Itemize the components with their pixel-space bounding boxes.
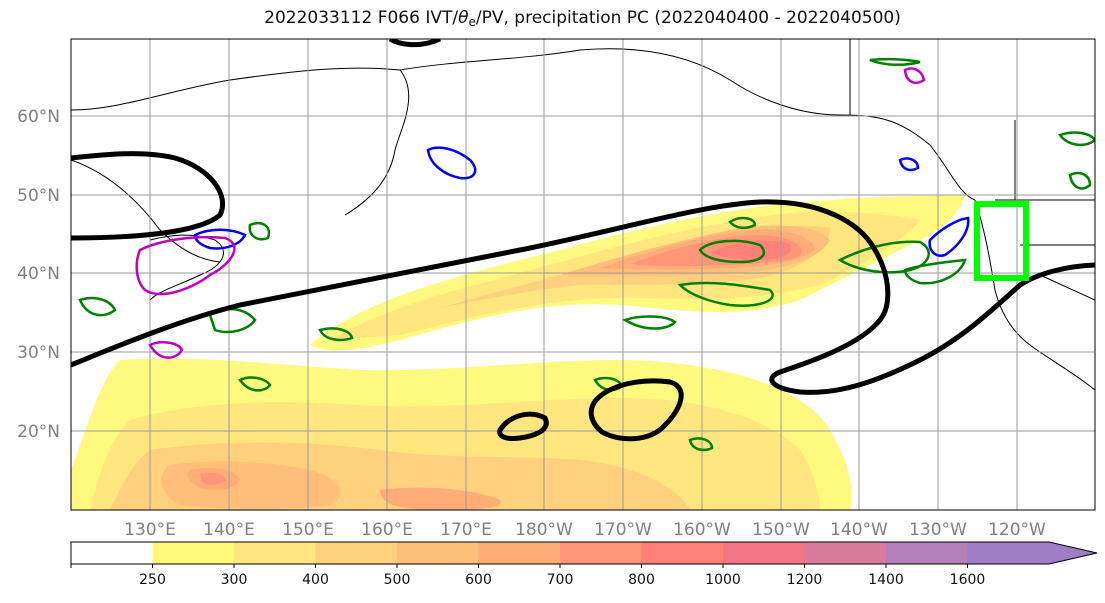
na-west-coast xyxy=(974,199,1095,391)
colorbar-outline xyxy=(70,541,1098,565)
pv-contours xyxy=(135,67,970,359)
ivt-contour xyxy=(588,378,684,442)
pv-blue-contour xyxy=(426,146,477,180)
east-asia-coast xyxy=(71,159,221,263)
graticule xyxy=(71,39,1095,510)
colorbar-tick-label: 700 xyxy=(547,572,574,588)
colorbar-tick-label: 1400 xyxy=(868,572,904,588)
lon-label-170w: 170°W xyxy=(594,520,652,540)
map-frame xyxy=(70,38,1096,511)
pv-blue-contour xyxy=(898,157,920,172)
title-prefix: 2022033112 F066 IVT/ xyxy=(264,8,459,28)
theta-e-contour xyxy=(728,216,757,230)
ivt-black-contours xyxy=(71,39,1095,442)
alaska-coast xyxy=(399,48,976,201)
theta-e-contour xyxy=(238,376,272,392)
colorbar-tick-label: 600 xyxy=(465,572,492,588)
pv-magenta-contour xyxy=(903,67,926,84)
colorbar-segment xyxy=(560,542,642,564)
pv-blue-contour xyxy=(193,228,247,250)
theta-e-contour xyxy=(1068,171,1092,190)
lon-label-170e: 170°E xyxy=(440,520,492,540)
ivt-band-800 xyxy=(710,240,791,260)
colorbar-segment xyxy=(152,542,235,564)
lat-label-60n: 60°N xyxy=(17,107,60,127)
colorbar-segment xyxy=(804,542,887,564)
ivt-contour xyxy=(71,151,226,241)
colorbar-extend-arrow xyxy=(967,542,1097,564)
theta-e-contour xyxy=(622,315,677,330)
theta-e-contour xyxy=(677,281,774,307)
pv-magenta-contour xyxy=(135,235,236,296)
theta-e-contour xyxy=(318,327,354,342)
lon-label-140w: 140°W xyxy=(830,520,888,540)
japan-coast xyxy=(149,234,224,301)
title-theta-sub: e xyxy=(468,15,476,29)
colorbar-segment xyxy=(641,542,724,564)
lon-label-160w: 160°W xyxy=(673,520,731,540)
lat-label-40n: 40°N xyxy=(17,264,60,284)
title-suffix: /PV, precipitation PC (2022040400 - 2022… xyxy=(475,8,901,28)
figure-title: 2022033112 F066 IVT/θe/PV, precipitation… xyxy=(0,8,1105,29)
colorbar-tick-label: 250 xyxy=(139,572,166,588)
longitude-labels: 130°E 140°E 150°E 160°E 170°E 180°W 170°… xyxy=(124,520,1046,540)
ivt-contour xyxy=(388,39,442,48)
colorbar: 250 300 400 500 600 700 800 1000 1200 1400 1600 xyxy=(70,541,1098,588)
ivt-south-700 xyxy=(200,472,226,485)
pv-blue-contour xyxy=(928,216,970,257)
colorbar-tick-label: 1200 xyxy=(787,572,823,588)
colorbar-tick-label: 500 xyxy=(384,572,411,588)
theta-e-contour xyxy=(698,239,766,264)
map-panel xyxy=(71,39,1095,510)
colorbar-segment xyxy=(397,542,479,564)
theta-e-contour xyxy=(1057,131,1095,147)
lon-label-150e: 150°E xyxy=(282,520,334,540)
lon-label-150w: 150°W xyxy=(752,520,810,540)
coastlines xyxy=(71,39,1095,391)
colorbar-tick-label: 1000 xyxy=(705,572,741,588)
ivt-contour xyxy=(71,199,1095,395)
colorbar-segment xyxy=(723,542,805,564)
lat-label-20n: 20°N xyxy=(17,422,60,442)
ivt-contour xyxy=(497,411,549,441)
ivt-south-east-600 xyxy=(380,487,501,510)
pv-magenta-contour xyxy=(148,341,184,359)
theta-e-contour xyxy=(688,437,714,452)
latitude-labels: 60°N 50°N 40°N 30°N 20°N xyxy=(17,107,60,442)
colorbar-tick-label: 400 xyxy=(302,572,329,588)
lon-label-180: 180°W xyxy=(515,520,573,540)
colorbar-tick-label: 800 xyxy=(628,572,655,588)
lat-label-50n: 50°N xyxy=(17,186,60,206)
theta-e-contour xyxy=(248,221,271,241)
focus-region-box xyxy=(974,201,1029,281)
colorbar-segment xyxy=(71,542,153,564)
lat-label-30n: 30°N xyxy=(17,343,60,363)
lon-label-130w: 130°W xyxy=(909,520,967,540)
lon-label-160e: 160°E xyxy=(361,520,413,540)
colorbar-tick-label: 1600 xyxy=(950,572,986,588)
lon-label-140e: 140°E xyxy=(203,520,255,540)
colorbar-segment xyxy=(886,542,968,564)
theta-e-contour xyxy=(78,296,117,317)
border-state-2 xyxy=(1039,274,1095,301)
theta-e-contour xyxy=(869,57,921,66)
lon-label-130e: 130°E xyxy=(124,520,176,540)
asia-coast xyxy=(71,67,410,216)
lon-label-120w: 120°W xyxy=(988,520,1046,540)
theta-e-contour xyxy=(903,258,967,285)
title-theta: θ xyxy=(458,8,469,28)
colorbar-segment xyxy=(315,542,398,564)
colorbar-segment xyxy=(478,542,561,564)
colorbar-segment xyxy=(234,542,316,564)
colorbar-tick-label: 300 xyxy=(221,572,248,588)
